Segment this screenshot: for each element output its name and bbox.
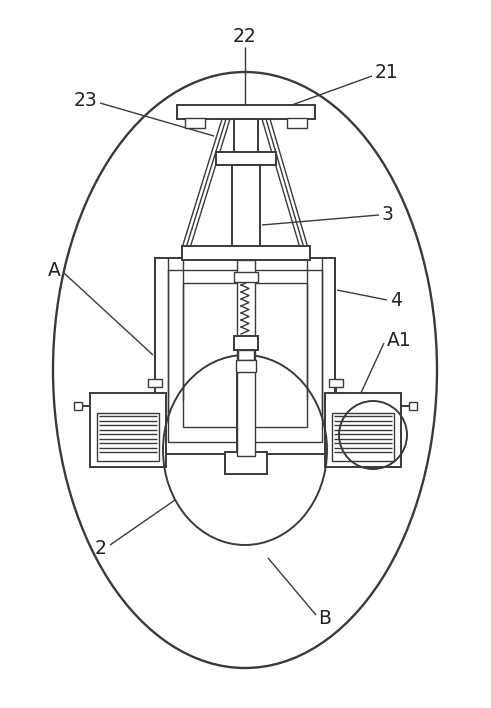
Bar [90,393,166,467]
Bar [168,270,322,442]
Bar [234,119,258,171]
Bar [238,350,254,360]
Text: 23: 23 [73,91,97,110]
Bar [329,379,343,387]
Bar [234,336,258,350]
Bar [287,118,307,128]
Bar [236,360,256,372]
Bar [237,260,255,456]
Bar [225,452,267,474]
Text: 22: 22 [233,28,257,47]
Bar [177,105,315,119]
Text: 21: 21 [375,64,399,83]
Bar [74,402,82,410]
Bar [185,118,205,128]
Text: A1: A1 [387,331,412,350]
Text: A: A [48,261,61,280]
Text: B: B [318,608,331,627]
Ellipse shape [53,72,437,668]
Bar [332,413,394,461]
Bar [155,258,335,454]
Bar [234,272,258,282]
Bar [409,402,417,410]
Bar [97,413,159,461]
Bar [232,165,260,253]
Bar [182,246,310,260]
Text: 4: 4 [390,290,402,309]
Bar [216,152,276,165]
Bar [237,372,255,454]
Bar [183,283,307,427]
Bar [325,393,401,467]
Text: 3: 3 [382,205,394,224]
Bar [148,379,162,387]
Text: 2: 2 [95,539,107,557]
